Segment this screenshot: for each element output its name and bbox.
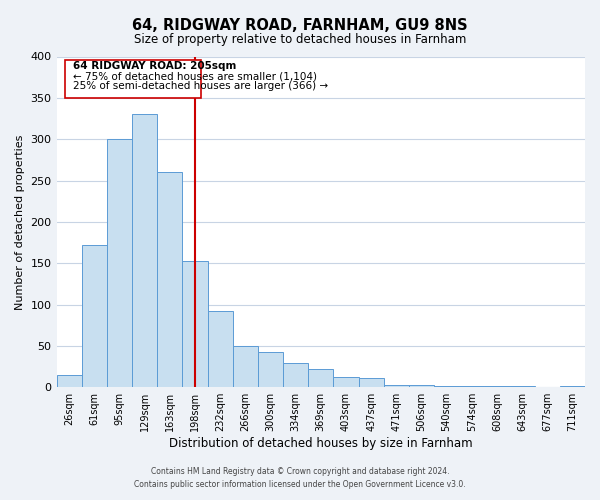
Text: 64 RIDGWAY ROAD: 205sqm: 64 RIDGWAY ROAD: 205sqm [73, 62, 236, 72]
Bar [283, 363, 308, 387]
Bar [383, 384, 409, 387]
Bar [182, 260, 208, 387]
Bar [308, 369, 334, 387]
FancyBboxPatch shape [65, 60, 201, 98]
Bar [258, 352, 283, 387]
Text: ← 75% of detached houses are smaller (1,104): ← 75% of detached houses are smaller (1,… [73, 72, 317, 82]
X-axis label: Distribution of detached houses by size in Farnham: Distribution of detached houses by size … [169, 437, 473, 450]
Bar [132, 114, 157, 387]
Bar [560, 386, 585, 387]
Bar [484, 386, 509, 387]
Bar [434, 386, 459, 387]
Bar [359, 378, 383, 387]
Bar [334, 378, 359, 387]
Text: 64, RIDGWAY ROAD, FARNHAM, GU9 8NS: 64, RIDGWAY ROAD, FARNHAM, GU9 8NS [132, 18, 468, 32]
Text: 25% of semi-detached houses are larger (366) →: 25% of semi-detached houses are larger (… [73, 82, 328, 92]
Bar [157, 172, 182, 387]
Bar [233, 346, 258, 387]
Y-axis label: Number of detached properties: Number of detached properties [15, 134, 25, 310]
Text: Contains HM Land Registry data © Crown copyright and database right 2024.
Contai: Contains HM Land Registry data © Crown c… [134, 468, 466, 489]
Bar [409, 384, 434, 387]
Bar [208, 311, 233, 387]
Text: Size of property relative to detached houses in Farnham: Size of property relative to detached ho… [134, 32, 466, 46]
Bar [509, 386, 535, 387]
Bar [459, 386, 484, 387]
Bar [56, 375, 82, 387]
Bar [82, 245, 107, 387]
Bar [107, 139, 132, 387]
